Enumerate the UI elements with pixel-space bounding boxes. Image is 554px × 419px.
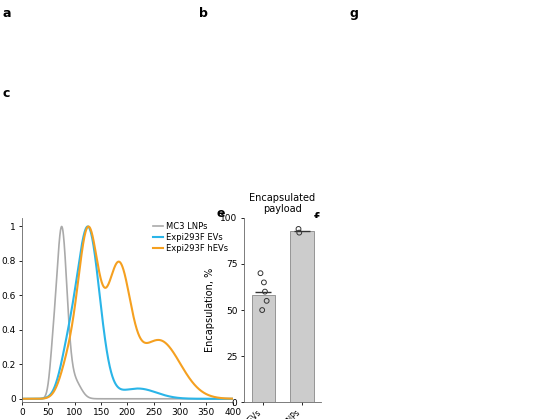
Text: c: c <box>3 87 10 100</box>
Expi293F EVs <box>29 396 36 401</box>
Expi293F hEVs <box>223 396 230 401</box>
Point <box>262 297 271 304</box>
MC3 LNPs <box>223 396 230 401</box>
MC3 LNPs <box>19 396 25 401</box>
Bar <box>290 231 314 402</box>
Point <box>256 270 265 277</box>
Point <box>259 279 268 286</box>
Expi293F EVs <box>229 396 236 401</box>
Expi293F EVs <box>19 396 25 401</box>
Line: MC3 LNPs: MC3 LNPs <box>22 227 233 399</box>
MC3 LNPs <box>29 396 36 401</box>
Point <box>295 229 304 236</box>
Point <box>258 307 266 313</box>
Text: a: a <box>3 7 11 20</box>
MC3 LNPs <box>58 224 65 229</box>
Expi293F hEVs <box>29 396 36 401</box>
Point <box>260 288 269 295</box>
Expi293F hEVs <box>116 259 122 264</box>
Legend: MC3 LNPs, Expi293F EVs, Expi293F hEVs: MC3 LNPs, Expi293F EVs, Expi293F hEVs <box>153 222 228 253</box>
Text: e: e <box>217 207 225 220</box>
MC3 LNPs <box>184 396 191 401</box>
Expi293F EVs <box>223 396 230 401</box>
MC3 LNPs <box>116 396 122 401</box>
Point <box>294 225 303 232</box>
Expi293F EVs <box>121 387 128 392</box>
Title: Encapsulated
payload: Encapsulated payload <box>249 193 316 215</box>
Expi293F EVs <box>84 224 91 229</box>
MC3 LNPs <box>229 396 236 401</box>
Line: Expi293F EVs: Expi293F EVs <box>22 227 233 399</box>
Expi293F EVs <box>223 396 230 401</box>
Expi293F EVs <box>184 396 191 401</box>
Expi293F hEVs <box>223 396 230 401</box>
Text: b: b <box>199 7 208 20</box>
MC3 LNPs <box>121 396 128 401</box>
Expi293F hEVs <box>121 272 128 277</box>
Expi293F hEVs <box>19 396 25 401</box>
Expi293F EVs <box>116 385 122 391</box>
Expi293F hEVs <box>229 396 236 401</box>
Text: f: f <box>314 212 319 225</box>
Line: Expi293F hEVs: Expi293F hEVs <box>22 227 233 399</box>
Y-axis label: Encapsulation, %: Encapsulation, % <box>205 268 215 352</box>
Expi293F hEVs <box>85 224 92 229</box>
MC3 LNPs <box>223 396 230 401</box>
Expi293F hEVs <box>184 374 191 379</box>
Text: g: g <box>349 7 358 20</box>
Bar <box>252 295 275 402</box>
